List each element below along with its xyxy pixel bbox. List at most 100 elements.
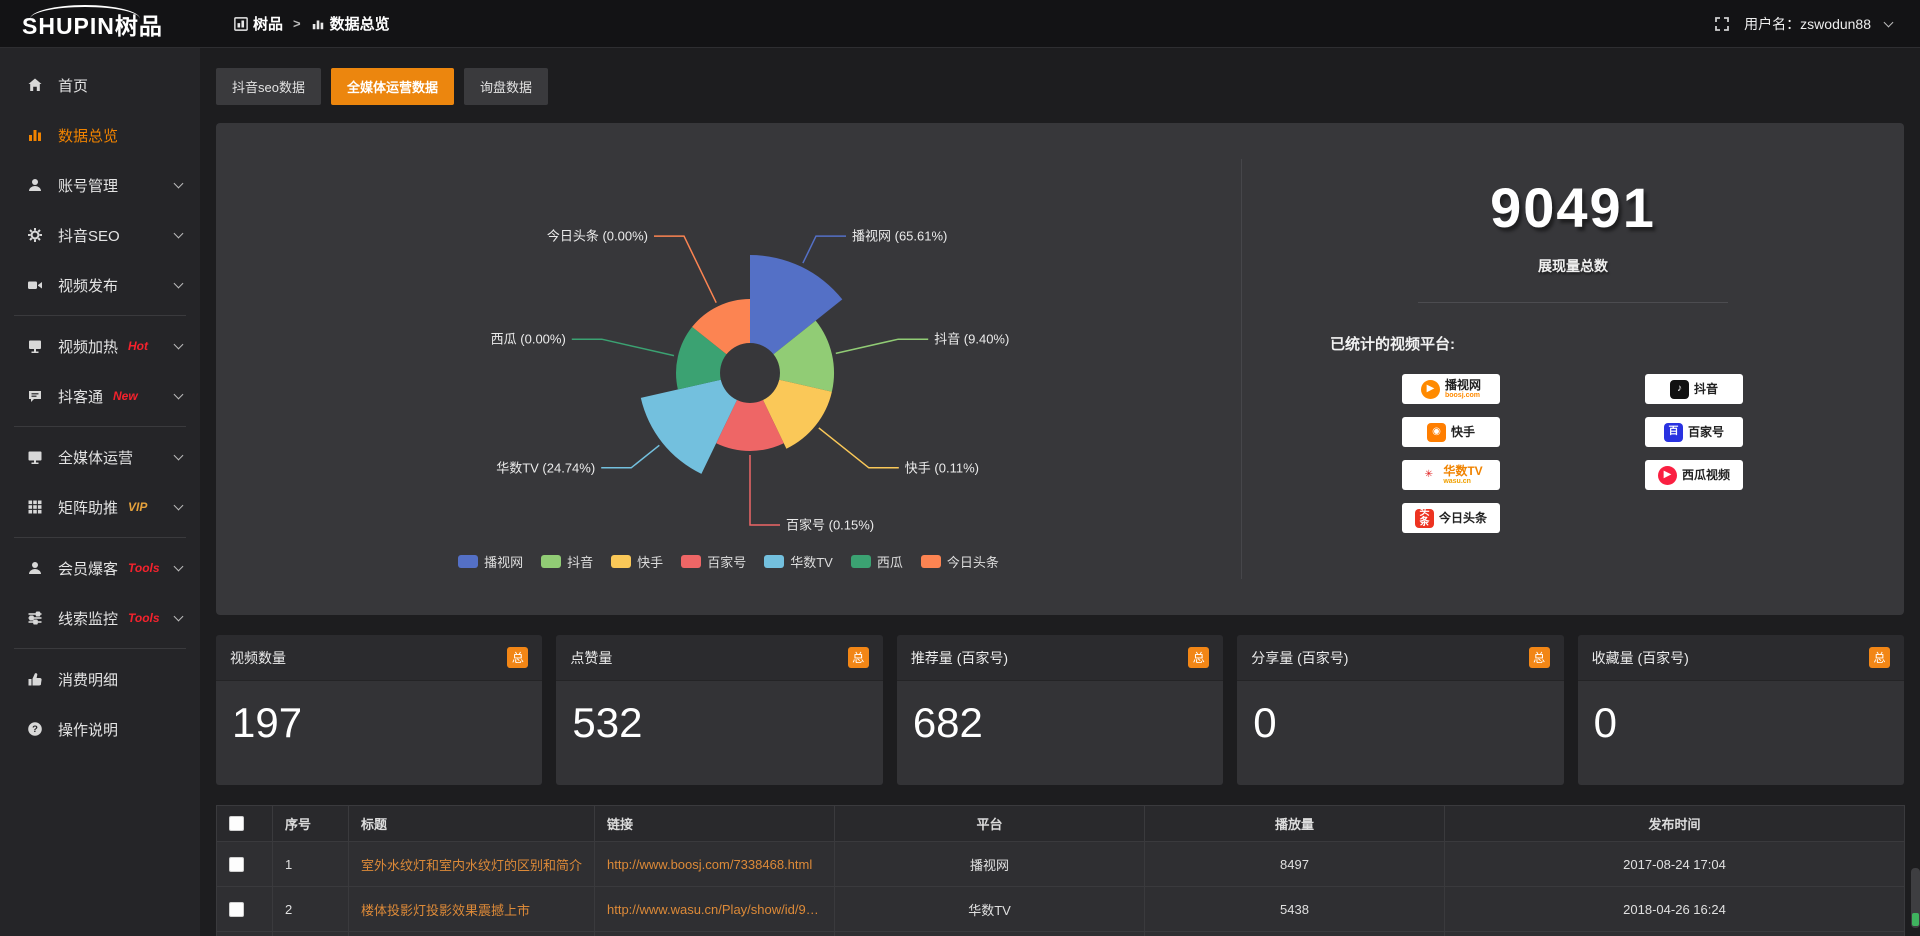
stat-card-title: 视频数量 (230, 649, 286, 666)
fullscreen-icon[interactable] (1714, 16, 1730, 32)
platform-subtitle: boosj.com (1444, 391, 1480, 399)
cell-title[interactable]: 楼体投影灯投影效果震撼上市 (348, 886, 595, 932)
table-row: 1 室外水纹灯和室内水纹灯的区别和简介 http://www.boosj.com/7… (216, 841, 1905, 887)
user-menu-chevron-icon[interactable] (1883, 17, 1894, 27)
chevron-down-icon (173, 278, 184, 289)
sidebar-item-label: 操作说明 (58, 721, 119, 739)
page-scrollbar-thumb[interactable] (1911, 868, 1920, 928)
cell-title[interactable] (348, 931, 595, 936)
total-badge: 总 (847, 647, 869, 668)
impressions-total-value: 90491 (1490, 176, 1656, 239)
cell-link[interactable]: http://www.boosj.com/7338468.html (594, 841, 835, 887)
pie-leader-line (802, 235, 846, 264)
legend-item-快手[interactable]: 快手 (611, 552, 663, 571)
pie-label-快手: 快手 (0.11%) (905, 460, 979, 475)
platform-icon: ▶ (1420, 379, 1440, 399)
platform-name: 西瓜视频 (1681, 467, 1730, 482)
sidebar-item-首页[interactable]: 首页 (0, 60, 200, 110)
sidebar-badge: Tools (128, 611, 160, 625)
monitor-icon (22, 449, 48, 465)
legend-item-今日头条[interactable]: 今日头条 (920, 552, 999, 571)
tab-全媒体运营数据[interactable]: 全媒体运营数据 (330, 68, 454, 105)
legend-item-华数TV[interactable]: 华数TV (764, 552, 833, 571)
pie-slice-抖音[interactable] (773, 320, 835, 392)
sidebar-item-消费明细[interactable]: 消费明细 (0, 654, 200, 704)
user-icon (22, 560, 48, 576)
column-header-序号: 序号 (272, 805, 349, 842)
platform-logo-播视网: ▶ 播视网 boosj.com (1402, 374, 1500, 404)
sidebar-item-label: 抖客通 (58, 388, 104, 406)
gear-icon (22, 227, 48, 243)
sidebar-item-数据总览[interactable]: 数据总览 (0, 110, 200, 160)
tab-抖音seo数据[interactable]: 抖音seo数据 (216, 68, 321, 105)
sidebar: 首页数据总览 账号管理 抖音SEO 视频发布视频加热 Hot 抖客通 New 全媒体运营矩阵助… (0, 48, 200, 936)
display-icon (22, 338, 48, 354)
stat-card-value: 197 (232, 699, 303, 746)
sidebar-item-操作说明[interactable]: ? 操作说明 (0, 704, 200, 754)
tab-询盘数据[interactable]: 询盘数据 (463, 68, 548, 105)
stat-card-推荐量 (百家号): 推荐量 (百家号) 总 682 (896, 635, 1224, 785)
pie-slice-快手[interactable] (763, 379, 832, 449)
stat-card-value: 0 (1253, 699, 1277, 746)
page-scrollbar-marker (1912, 913, 1919, 926)
column-header-平台: 平台 (834, 805, 1145, 842)
grid-icon (22, 499, 48, 515)
row-checkbox[interactable] (229, 856, 244, 872)
sidebar-item-label: 首页 (58, 77, 89, 95)
cell-platform (834, 931, 1145, 936)
platform-name: 华数TV (1443, 464, 1483, 479)
sidebar-item-视频发布[interactable]: 视频发布 (0, 260, 200, 310)
videos-table: 序号 标题 链接 平台 播放量 发布时间 1 室外水纹灯和室内水纹灯的区别和简介 http:/… (216, 805, 1905, 936)
chevron-down-icon (173, 228, 184, 239)
chat-icon (22, 388, 48, 404)
breadcrumb-root[interactable]: 树品 (234, 13, 283, 34)
username-value: zswodun88 (1800, 15, 1871, 32)
total-badge: 总 (1869, 647, 1891, 668)
row-checkbox-cell (216, 841, 273, 887)
stat-card-body: 0 (1577, 681, 1905, 785)
pie-slice-播视网[interactable] (750, 254, 843, 355)
sidebar-item-会员爆客[interactable]: 会员爆客 Tools (0, 543, 200, 593)
header-checkbox-cell (216, 805, 273, 842)
cell-plays (1144, 931, 1445, 936)
sidebar-item-label: 全媒体运营 (58, 449, 134, 467)
table-header-row: 序号 标题 链接 平台 播放量 发布时间 (216, 805, 1905, 842)
stat-card-点赞量: 点赞量 总 532 (556, 635, 883, 785)
pie-slice-今日头条[interactable] (692, 299, 750, 355)
pie-label-西瓜: 西瓜 (0.00%) (491, 332, 566, 347)
row-checkbox[interactable] (229, 901, 244, 917)
legend-swatch (611, 555, 632, 568)
platform-icon: 百 (1663, 422, 1683, 442)
cell-link[interactable] (594, 931, 835, 936)
chevron-down-icon (173, 178, 184, 189)
legend-item-抖音[interactable]: 抖音 (541, 552, 593, 571)
pie-slice-华数TV[interactable] (640, 379, 737, 474)
stat-card-分享量 (百家号): 分享量 (百家号) 总 0 (1237, 635, 1564, 785)
pie-leader-line (601, 444, 660, 469)
stat-card-header: 推荐量 (百家号) 总 (896, 635, 1224, 681)
legend-item-百家号[interactable]: 百家号 (681, 552, 746, 571)
sidebar-badge: Tools (128, 561, 160, 575)
cell-link[interactable]: http://www.wasu.cn/Play/show/id/952... (594, 886, 835, 932)
help-icon: ? (22, 721, 48, 737)
sidebar-item-label: 视频发布 (58, 277, 119, 295)
stat-card-body: 0 (1237, 681, 1564, 785)
legend-item-播视网[interactable]: 播视网 (458, 552, 523, 571)
sidebar-item-视频加热[interactable]: 视频加热 Hot (0, 321, 200, 371)
pie-slice-百家号[interactable] (716, 400, 784, 452)
sidebar-item-线索监控[interactable]: 线索监控 Tools (0, 593, 200, 643)
select-all-checkbox[interactable] (229, 816, 244, 831)
sidebar-item-矩阵助推[interactable]: 矩阵助推 VIP (0, 482, 200, 532)
platform-name: 今日头条 (1438, 510, 1487, 525)
sidebar-item-账号管理[interactable]: 账号管理 (0, 160, 200, 210)
username-label: 用户名：zswodun88 (1744, 15, 1871, 32)
sidebar-item-全媒体运营[interactable]: 全媒体运营 (0, 432, 200, 482)
pie-slice-西瓜[interactable] (676, 326, 727, 390)
sidebar-item-label: 会员爆客 (58, 560, 119, 578)
legend-label: 百家号 (707, 555, 747, 570)
sidebar-item-抖音SEO[interactable]: 抖音SEO (0, 210, 200, 260)
rose-pie-chart: 播视网 (65.61%) 抖音 (9.40%) 快手 (0.11%) 百家号 (0.1… (491, 229, 1010, 533)
sidebar-item-抖客通[interactable]: 抖客通 New (0, 371, 200, 421)
legend-item-西瓜[interactable]: 西瓜 (850, 552, 903, 571)
cell-title[interactable]: 室外水纹灯和室内水纹灯的区别和简介 (348, 841, 595, 887)
